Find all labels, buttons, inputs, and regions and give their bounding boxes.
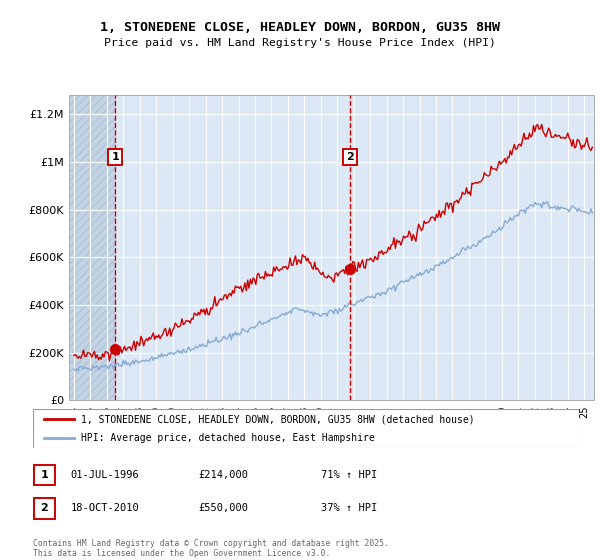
Bar (69, 95, 115, 400)
Text: 2: 2 (41, 503, 48, 514)
FancyBboxPatch shape (33, 409, 579, 448)
Text: 01-JUL-1996: 01-JUL-1996 (71, 470, 140, 480)
Text: 37% ↑ HPI: 37% ↑ HPI (321, 503, 377, 514)
Text: 1: 1 (111, 152, 119, 162)
Text: HPI: Average price, detached house, East Hampshire: HPI: Average price, detached house, East… (81, 433, 375, 443)
Text: 71% ↑ HPI: 71% ↑ HPI (321, 470, 377, 480)
Text: £214,000: £214,000 (198, 470, 248, 480)
Text: £550,000: £550,000 (198, 503, 248, 514)
Text: 1, STONEDENE CLOSE, HEADLEY DOWN, BORDON, GU35 8HW: 1, STONEDENE CLOSE, HEADLEY DOWN, BORDON… (100, 21, 500, 34)
Text: 18-OCT-2010: 18-OCT-2010 (71, 503, 140, 514)
Text: 1: 1 (41, 470, 48, 480)
FancyBboxPatch shape (34, 498, 55, 519)
Text: Price paid vs. HM Land Registry's House Price Index (HPI): Price paid vs. HM Land Registry's House … (104, 38, 496, 48)
FancyBboxPatch shape (34, 465, 55, 485)
Text: 1, STONEDENE CLOSE, HEADLEY DOWN, BORDON, GU35 8HW (detached house): 1, STONEDENE CLOSE, HEADLEY DOWN, BORDON… (81, 414, 475, 424)
Text: 2: 2 (347, 152, 355, 162)
Text: Contains HM Land Registry data © Crown copyright and database right 2025.
This d: Contains HM Land Registry data © Crown c… (33, 539, 389, 558)
